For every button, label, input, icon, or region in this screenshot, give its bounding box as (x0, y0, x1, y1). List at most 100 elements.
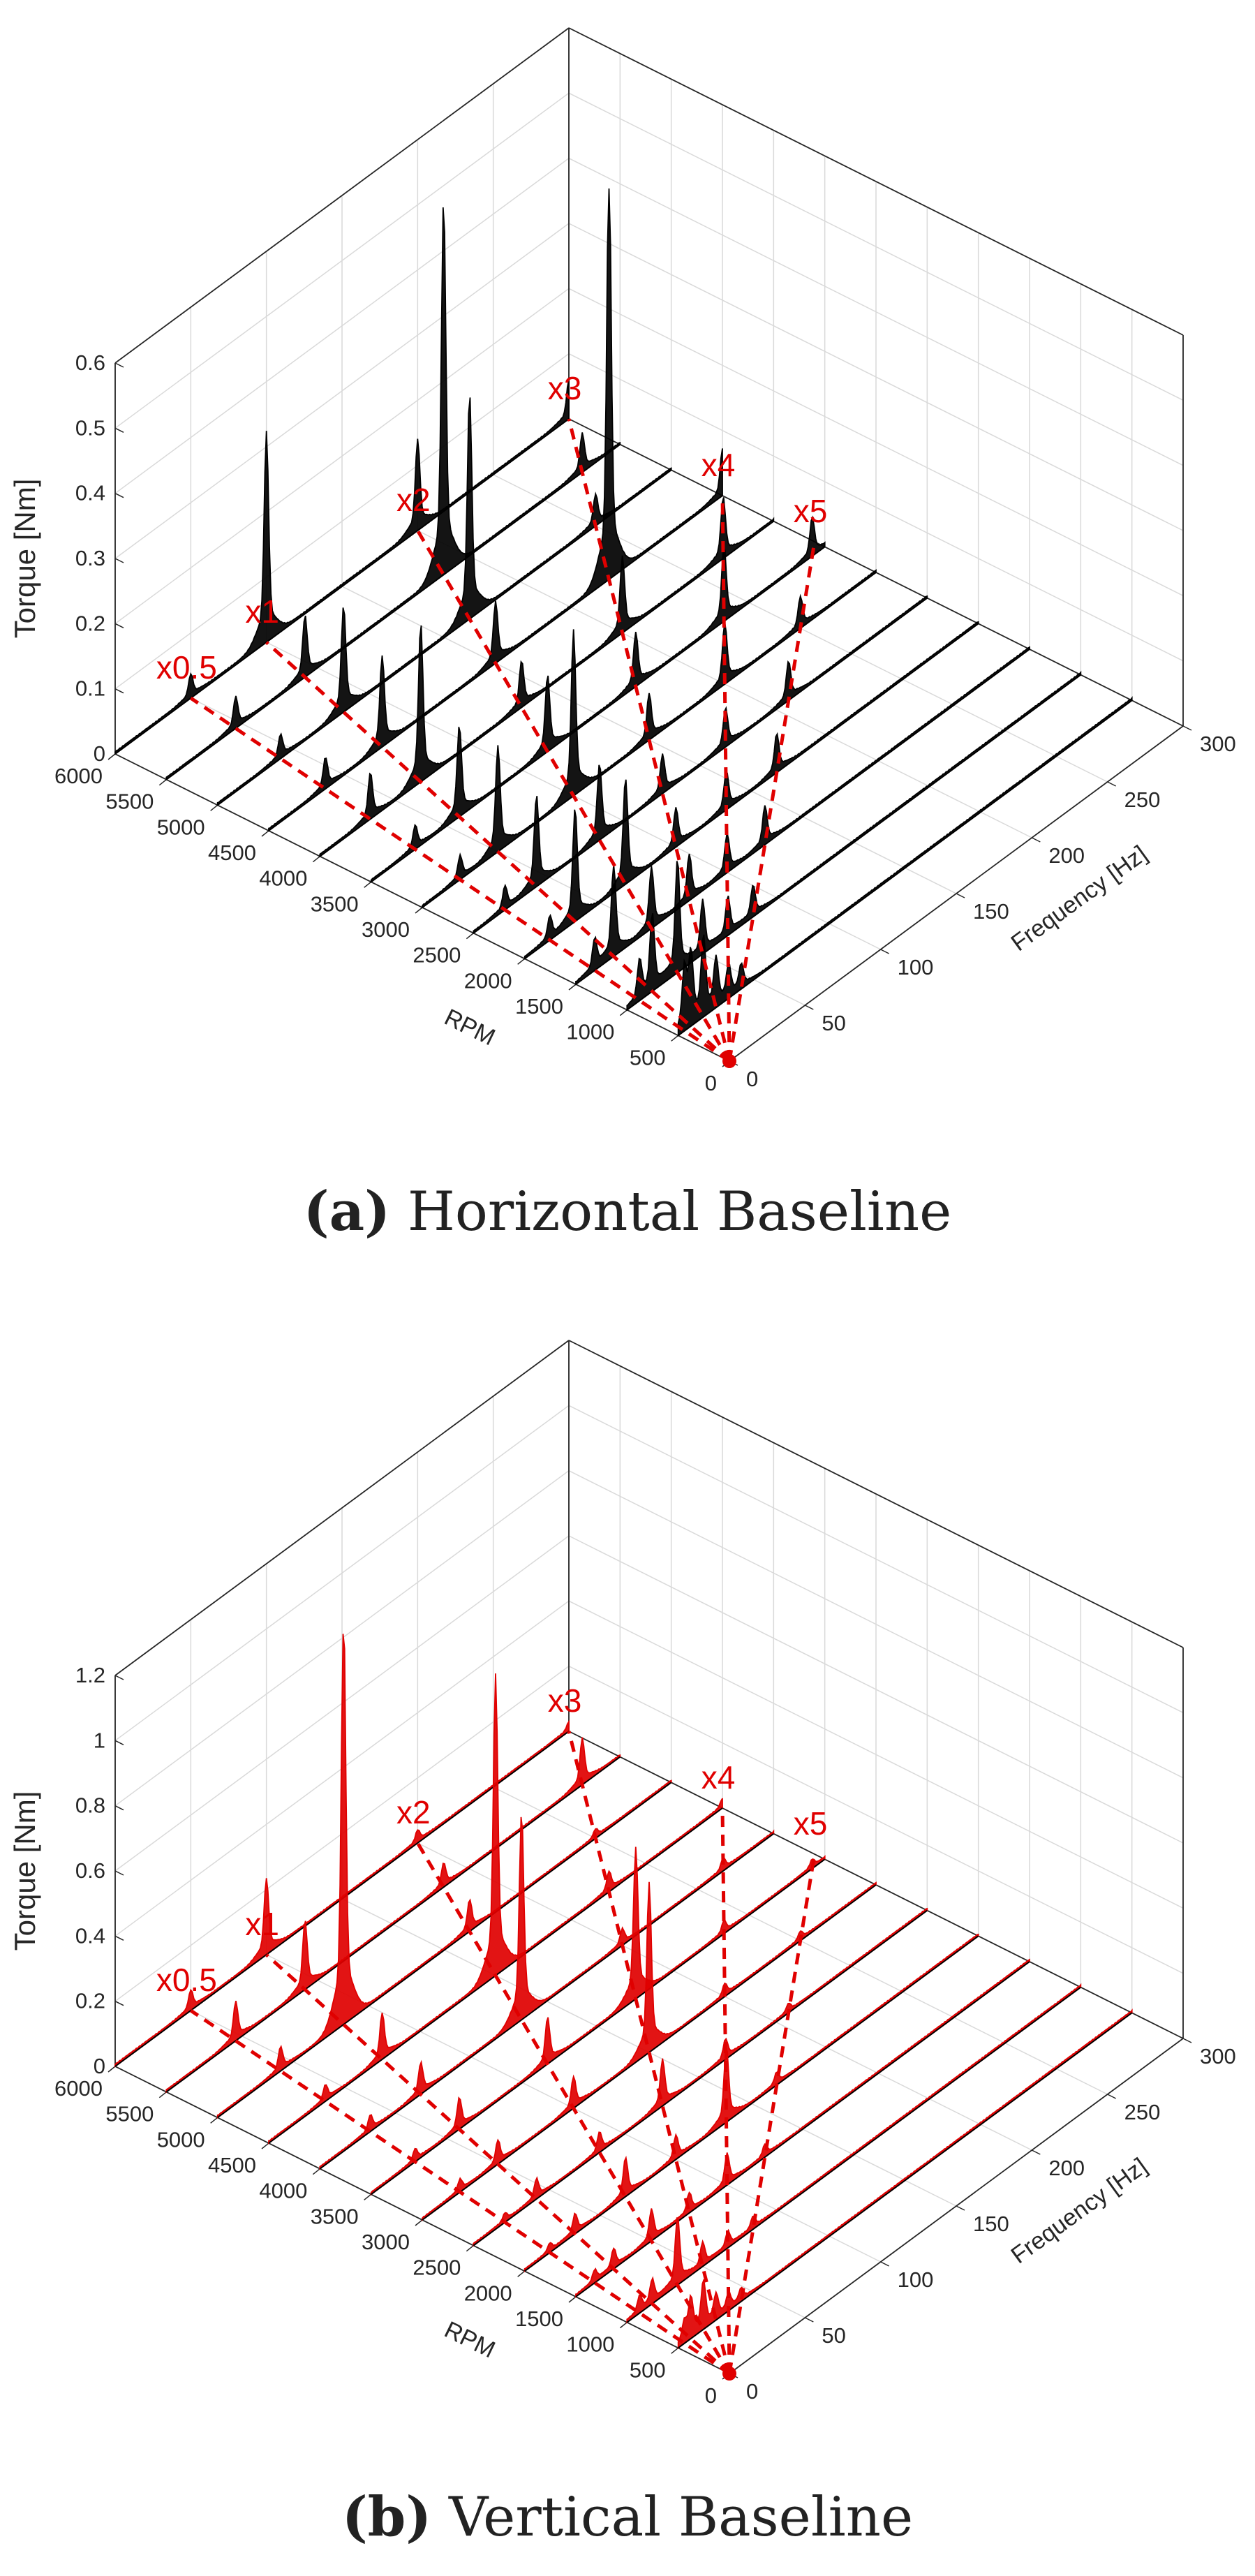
freq-tick (1031, 2149, 1041, 2155)
z-tick-label: 1 (94, 1728, 105, 1752)
wall-grid-line (114, 353, 570, 690)
z-axis-label: Torque [Nm] (8, 1791, 41, 1951)
freq-tick (804, 2317, 814, 2323)
rpm-tick-label: 0 (705, 1071, 717, 1095)
wall-grid-line (114, 1470, 570, 1807)
harmonic-order-line (265, 1953, 731, 2375)
z-tick-label: 0 (94, 2054, 105, 2078)
rpm-tick-label: 5500 (105, 790, 154, 814)
rpm-tick (158, 779, 167, 786)
axis-box-edge (568, 27, 1184, 336)
wall-grid-line (568, 1470, 1184, 1779)
harmonic-label: x5 (794, 493, 828, 529)
z-tick (114, 623, 124, 629)
rpm-tick (671, 2347, 679, 2354)
spectrum-trace (370, 1846, 826, 2196)
spectrum-baseline (524, 623, 979, 960)
rpm-tick-label: 500 (630, 1045, 666, 1069)
z-tick-label: 0.5 (75, 415, 105, 440)
rpm-tick (312, 856, 320, 863)
freq-tick (880, 2261, 890, 2267)
wall-grid-line (568, 1535, 1184, 1844)
harmonic-order-line (727, 541, 817, 1062)
harmonic-label: x3 (548, 1682, 582, 1719)
spectrum-trace (165, 1737, 621, 2094)
rpm-tick-label: 2500 (413, 2256, 461, 2280)
rpm-tick-label: 3000 (362, 917, 410, 942)
axis-box-edge (568, 1340, 1184, 1648)
z-tick-label: 0.4 (75, 1923, 105, 1948)
spectrum-trace (216, 397, 672, 807)
rpm-tick (364, 2193, 372, 2200)
harmonic-order-line (567, 1731, 732, 2374)
harmonic-label: x2 (396, 482, 431, 518)
wall-grid-line (114, 223, 570, 559)
spectrum-trace (268, 1673, 723, 2145)
spectrum-baseline (575, 1961, 1030, 2297)
z-axis-label: Torque [Nm] (8, 479, 41, 639)
caption-a-text: Horizontal Baseline (407, 1180, 952, 1243)
spectrum-baseline (524, 1935, 979, 2272)
harmonic-order-line (727, 1853, 817, 2374)
spectrum-baseline (575, 649, 1030, 985)
rpm-tick (261, 830, 269, 837)
rpm-tick-label: 4500 (208, 2153, 256, 2177)
harmonic-order-line (720, 1807, 732, 2374)
spectrum-baseline (626, 1986, 1081, 2323)
z-tick (114, 362, 124, 368)
rpm-tick (517, 958, 526, 965)
freq-tick (1182, 725, 1192, 731)
harmonic-order-line (189, 2008, 731, 2376)
rpm-tick-label: 4000 (259, 2179, 307, 2203)
z-tick-label: 0.6 (75, 350, 105, 375)
rpm-axis-label: RPM (440, 2316, 500, 2363)
caption-a: (a) Horizontal Baseline (0, 1180, 1255, 1243)
z-tick-label: 0.1 (75, 676, 105, 701)
rpm-tick-label: 3000 (362, 2230, 410, 2254)
spectrum-trace (216, 1634, 672, 2119)
rpm-axis-label: RPM (440, 1004, 500, 1051)
rpm-tick (568, 2296, 577, 2303)
axis-box-edge (114, 1340, 570, 1676)
rpm-tick-label: 0 (705, 2383, 717, 2408)
freq-tick (880, 949, 890, 954)
rpm-tick (568, 984, 577, 991)
harmonic-label: x0.5 (156, 649, 217, 686)
wall-grid-line (568, 223, 1184, 531)
rpm-tick (158, 2092, 167, 2098)
z-tick-label: 1.2 (75, 1663, 105, 1687)
rpm-tick-label: 4500 (208, 841, 256, 865)
spectrum-baseline (165, 443, 621, 780)
spectrum-baseline (473, 1909, 928, 2246)
caption-b-text: Vertical Baseline (449, 2486, 914, 2549)
freq-tick-label: 250 (1124, 787, 1161, 812)
rpm-tick-label: 1500 (515, 2307, 563, 2331)
freq-tick-label: 0 (746, 1067, 758, 1091)
rpm-tick (466, 933, 474, 940)
rpm-tick (619, 1009, 628, 1016)
freq-tick-label: 150 (973, 899, 1009, 924)
z-tick (114, 1805, 124, 1811)
spectrum-trace (114, 379, 570, 755)
harmonic-label: x1 (245, 1906, 279, 1942)
spectrum-baseline (678, 699, 1133, 1037)
z-tick (114, 2066, 124, 2071)
caption-b-label: (b) (341, 2485, 432, 2549)
rpm-tick (415, 2219, 423, 2226)
rpm-tick-label: 3500 (311, 891, 359, 916)
rpm-tick-label: 2000 (464, 968, 512, 993)
harmonic-label: x0.5 (156, 1962, 217, 1998)
z-tick-label: 0.8 (75, 1793, 105, 1818)
harmonic-order-line (189, 696, 731, 1063)
wall-grid-line (568, 1405, 1184, 1714)
rpm-tick (619, 2322, 628, 2329)
wall-grid-line (114, 1405, 570, 1741)
freq-tick (1031, 837, 1041, 843)
freq-tick-label: 300 (1200, 732, 1236, 756)
spectrum-baseline (217, 1782, 672, 2119)
z-tick (114, 753, 124, 759)
rpm-tick-label: 4000 (259, 866, 307, 891)
wall-grid-line (568, 1600, 1184, 1909)
freq-tick-label: 200 (1048, 843, 1085, 868)
